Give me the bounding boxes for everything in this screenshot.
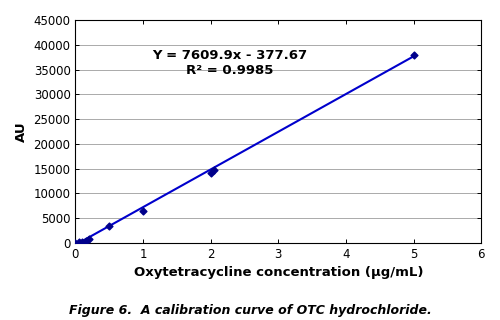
Point bbox=[206, 170, 214, 175]
Y-axis label: AU: AU bbox=[15, 121, 28, 142]
Point bbox=[72, 240, 80, 245]
Point bbox=[410, 52, 418, 57]
Text: Figure 6.  A calibration curve of OTC hydrochloride.: Figure 6. A calibration curve of OTC hyd… bbox=[68, 304, 432, 317]
Point bbox=[210, 167, 218, 172]
Text: Y = 7609.9x - 377.67
R² = 0.9985: Y = 7609.9x - 377.67 R² = 0.9985 bbox=[152, 49, 307, 77]
X-axis label: Oxytetracycline concentration (μg/mL): Oxytetracycline concentration (μg/mL) bbox=[134, 266, 423, 279]
Point bbox=[85, 236, 93, 242]
Point bbox=[78, 239, 86, 244]
Point bbox=[105, 223, 113, 228]
Point bbox=[139, 208, 147, 213]
Point bbox=[82, 238, 90, 243]
Point bbox=[75, 240, 83, 245]
